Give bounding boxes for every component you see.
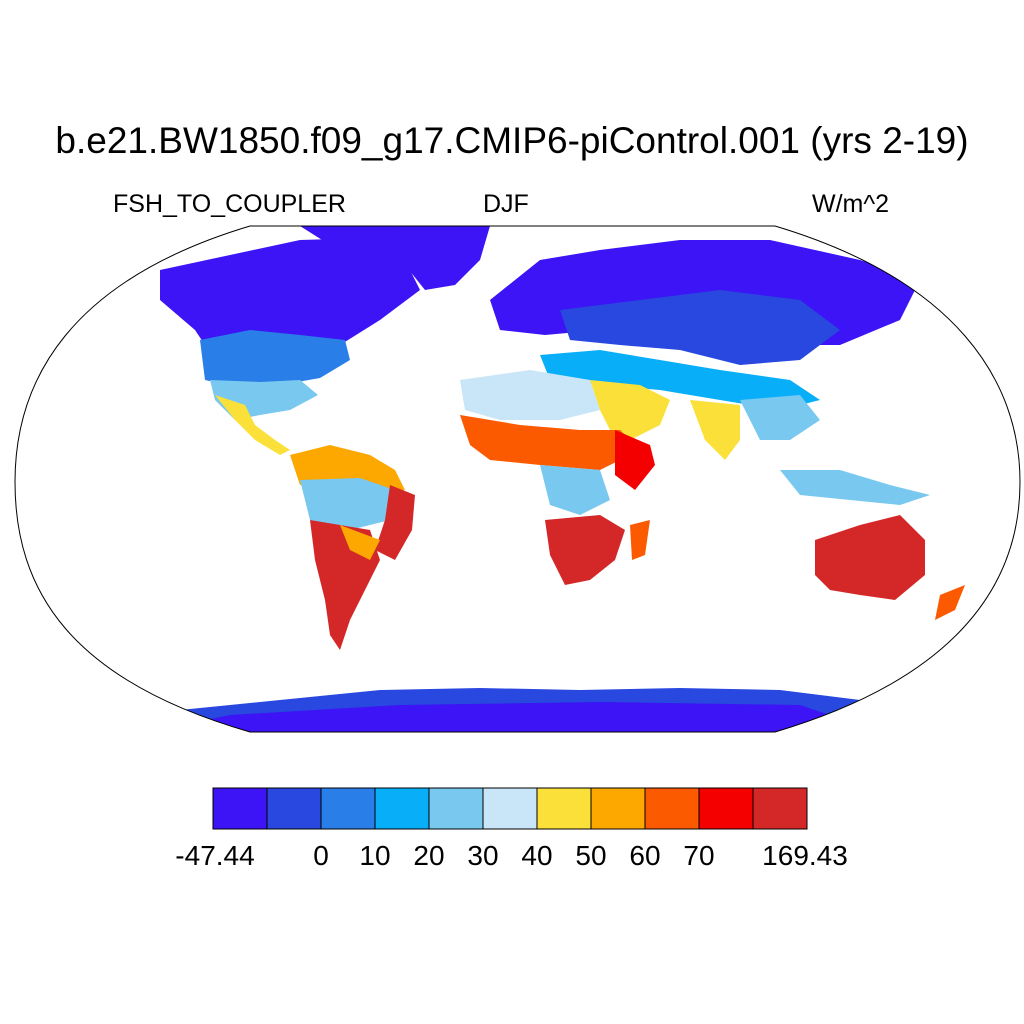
units-label: W/m^2 (812, 190, 890, 218)
colorbar-swatch (212, 787, 268, 830)
colorbar-tick-label: 10 (359, 840, 391, 871)
colorbar-swatch (428, 787, 484, 830)
colorbar-swatch (320, 787, 376, 830)
india (690, 400, 740, 460)
new-zealand (935, 585, 965, 620)
horn-of-africa (615, 430, 655, 490)
north-america-mid (200, 330, 350, 388)
season-label: DJF (483, 190, 529, 218)
middle-east (590, 380, 670, 440)
colorbar-tick-label: 30 (467, 840, 499, 871)
central-africa (540, 465, 610, 515)
colorbar (212, 787, 808, 830)
map-border (14, 225, 1021, 733)
madagascar (630, 520, 650, 560)
antarctica-interior (150, 702, 880, 732)
colorbar-tick-label: 70 (683, 840, 715, 871)
china-south (740, 395, 820, 440)
colorbar-tick-label: -47.44 (175, 840, 255, 871)
southern-africa (545, 515, 625, 585)
greenland (395, 226, 490, 290)
colorbar-swatch (536, 787, 592, 830)
eurasia-south (540, 350, 820, 410)
australia (815, 515, 925, 600)
sahel (460, 415, 640, 470)
south-america-transition (340, 525, 380, 560)
indonesia (780, 470, 930, 505)
colorbar-tick-label: 50 (575, 840, 607, 871)
colorbar-tick-label: 0 (313, 840, 329, 871)
colorbar-swatch (752, 787, 808, 830)
colorbar-swatch (374, 787, 430, 830)
mexico (215, 395, 290, 455)
land-fields (120, 226, 965, 732)
colorbar-swatch (266, 787, 322, 830)
colorbar-swatch (644, 787, 700, 830)
eurasia-mid (560, 290, 840, 365)
colorbar-tick-label: 20 (413, 840, 445, 871)
variable-label: FSH_TO_COUPLER (113, 190, 346, 218)
north-africa (460, 370, 600, 420)
colorbar-tick-label: 40 (521, 840, 553, 871)
colorbar-swatch (698, 787, 754, 830)
brazil-east (375, 485, 415, 560)
colorbar-swatch (482, 787, 538, 830)
colorbar-swatch (590, 787, 646, 830)
colorbar-tick-label: 169.43 (762, 840, 848, 871)
colorbar-tick-label: 60 (629, 840, 661, 871)
amazon (300, 478, 395, 530)
plot-title: b.e21.BW1850.f09_g17.CMIP6-piControl.001… (55, 120, 969, 161)
